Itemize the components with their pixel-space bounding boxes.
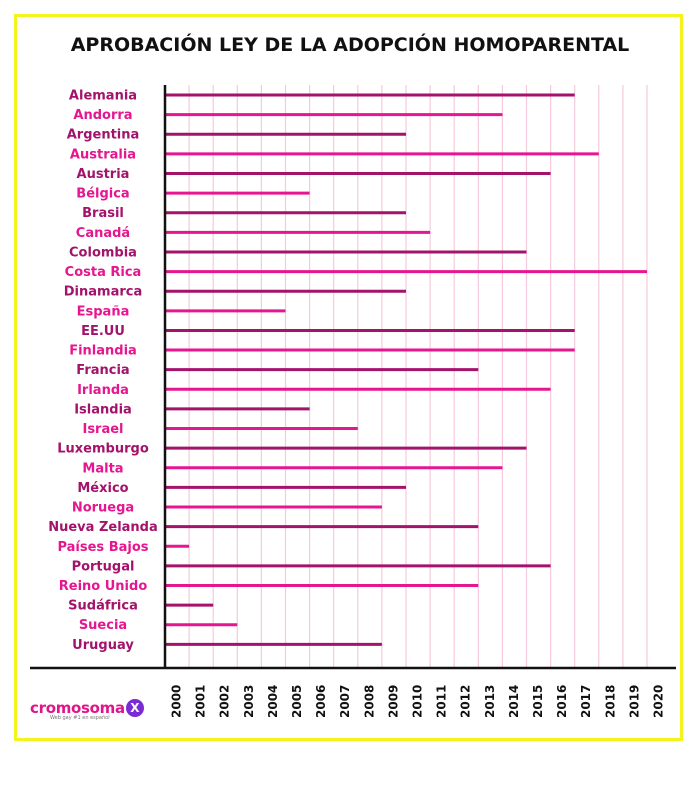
category-label: Sudáfrica [68, 599, 138, 614]
category-label: Costa Rica [65, 265, 142, 280]
x-tick-label: 2010 [411, 685, 425, 718]
category-label: Países Bajos [57, 540, 148, 555]
category-label: Portugal [72, 559, 135, 574]
category-label: España [77, 304, 130, 319]
logo-text: cromosoma [30, 699, 125, 717]
x-tick-label: 2015 [531, 685, 545, 718]
category-label: Finlandia [69, 344, 137, 359]
x-tick-label: 2014 [507, 685, 521, 718]
x-tick-label: 2009 [386, 685, 400, 718]
x-tick-label: 2012 [459, 685, 473, 718]
category-label: Dinamarca [64, 285, 142, 300]
x-tick-label: 2001 [194, 685, 208, 718]
x-tick-label: 2011 [435, 685, 449, 718]
x-tick-label: 2017 [579, 685, 593, 718]
x-tick-label: 2007 [338, 685, 352, 718]
category-label: EE.UU [81, 324, 125, 339]
category-label: Noruega [72, 501, 134, 516]
x-tick-label: 2020 [652, 685, 666, 718]
cromosoma-logo: cromosoma X Web gay #1 en español [30, 698, 144, 721]
x-tick-label: 2002 [218, 685, 232, 718]
category-label: Alemania [69, 89, 137, 104]
category-label: Austria [77, 167, 130, 182]
x-tick-label: 2003 [242, 685, 256, 718]
category-label: Malta [82, 461, 123, 476]
logo-tagline: Web gay #1 en español [50, 715, 110, 721]
category-label: Australia [70, 147, 136, 162]
category-label: Canadá [76, 226, 130, 241]
category-label: Islandia [74, 402, 132, 417]
category-label: Israel [82, 422, 123, 437]
x-tick-label: 2019 [627, 685, 641, 718]
category-label: Luxemburgo [57, 442, 149, 457]
category-label: Uruguay [72, 638, 134, 653]
category-label: Colombia [69, 245, 137, 260]
chart-frame [14, 14, 683, 741]
x-tick-label: 2005 [290, 685, 304, 718]
category-label: Irlanda [77, 383, 129, 398]
category-label: Francia [76, 363, 129, 378]
x-tick-label: 2013 [483, 685, 497, 718]
x-tick-label: 2016 [555, 685, 569, 718]
category-label: Reino Unido [59, 579, 148, 594]
logo-x-icon: X [125, 699, 144, 717]
x-tick-label: 2006 [314, 685, 328, 718]
x-tick-label: 2000 [170, 685, 184, 718]
x-tick-label: 2018 [603, 685, 617, 718]
x-tick-label: 2004 [266, 685, 280, 718]
category-label: Andorra [73, 108, 132, 123]
category-label: Nueva Zelanda [48, 520, 158, 535]
category-label: Brasil [82, 206, 124, 221]
chart-title: APROBACIÓN LEY DE LA ADOPCIÓN HOMOPARENT… [70, 34, 630, 56]
category-label: Argentina [67, 128, 140, 143]
category-label: Suecia [79, 618, 127, 633]
x-tick-label: 2008 [362, 685, 376, 718]
category-label: Bélgica [76, 187, 129, 202]
category-label: México [77, 481, 128, 496]
